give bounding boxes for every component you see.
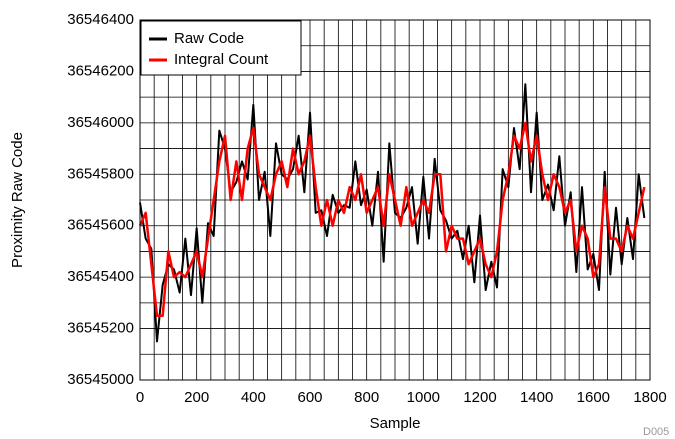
y-tick-label: 36545000	[67, 371, 134, 388]
legend: Raw Code Integral Count	[140, 20, 302, 76]
legend-label: Integral Count	[174, 51, 269, 68]
y-tick-label: 36546200	[67, 62, 134, 79]
x-tick-label: 1000	[407, 389, 440, 406]
x-tick-label: 1800	[633, 389, 666, 406]
plot-frame	[139, 19, 651, 381]
y-axis-label: Proximity Raw Code	[9, 132, 26, 268]
x-tick-label: 1600	[577, 389, 610, 406]
legend-label: Raw Code	[174, 30, 244, 47]
x-tick-label: 600	[297, 389, 322, 406]
x-tick-label: 1200	[463, 389, 496, 406]
y-tick-label: 36546400	[67, 11, 134, 28]
figure-id: D005	[643, 426, 669, 438]
y-tick-label: 36545200	[67, 320, 134, 337]
series-line	[138, 121, 646, 317]
legend-box	[140, 20, 302, 76]
y-tick-label: 36545800	[67, 165, 134, 182]
x-tick-label: 400	[241, 389, 266, 406]
y-tick-label: 36546000	[67, 114, 134, 131]
y-tick-label: 36545400	[67, 268, 134, 285]
x-tick-label: 1400	[520, 389, 553, 406]
x-tick-label: 800	[354, 389, 379, 406]
x-axis-label: Sample	[370, 415, 421, 432]
x-tick-label: 200	[184, 389, 209, 406]
y-tick-label: 36545600	[67, 217, 134, 234]
x-tick-label: 0	[136, 389, 144, 406]
